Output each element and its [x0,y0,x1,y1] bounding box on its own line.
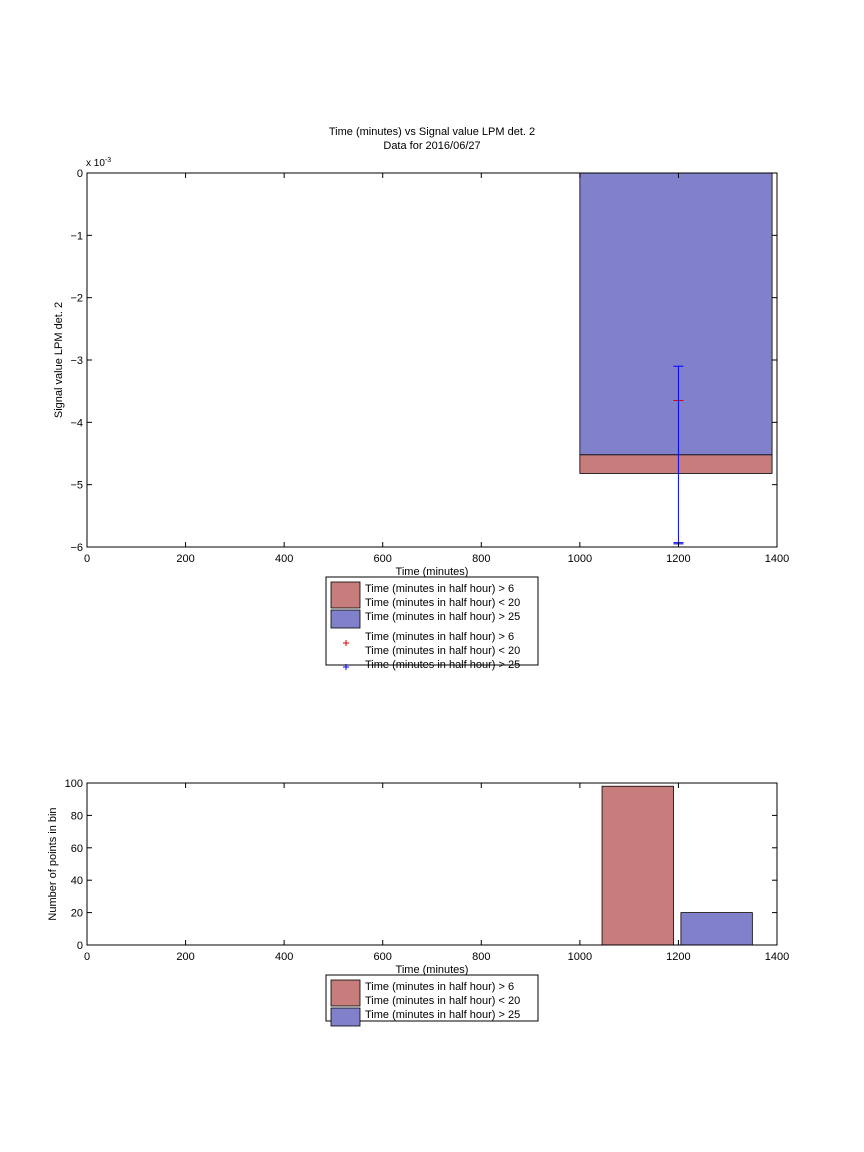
top-legend: Time (minutes in half hour) > 6 Time (min… [325,576,539,671]
bottom-bar [680,912,753,946]
bottom-legend-frame [325,974,539,1022]
bottom-y-tick-label: 0 [77,940,83,952]
top-x-tick-label: 1000 [568,553,592,565]
bottom-x-tick-label: 1000 [568,951,592,963]
top-x-tick-label: 400 [275,553,293,565]
top-y-tick-label: −2 [70,293,83,305]
bottom-legend-label: Time (minutes in half hour) > 6 [365,981,514,993]
bottom-legend: Time (minutes in half hour) > 6 Time (min… [325,974,539,1027]
top-legend-frame [325,576,539,666]
top-legend-label: Time (minutes in half hour) > 25 [365,611,520,623]
y-exponent-power: -3 [105,157,111,164]
top-legend-swatch [330,609,361,629]
top-x-tick-label: 1200 [666,553,690,565]
bottom-x-tick-label: 600 [374,951,392,963]
bottom-y-axis-label: Number of points in bin [47,807,59,920]
bottom-y-tick-label: 20 [71,908,83,920]
bottom-y-tick-label: 40 [71,875,83,887]
top-plot-area: 0 200 400 600 800 1000 1200 1400 −6 −5 −4 −3 −2 −1 0 [70,168,789,565]
top-legend-label: Time (minutes in half hour) > 6 [365,631,514,643]
top-bar [579,172,773,456]
bottom-legend-label: Time (minutes in half hour) > 25 [365,1009,520,1021]
bottom-y-tick-label: 100 [65,778,83,790]
bottom-plot-area: 0 200 400 600 800 1000 1200 1400 0 20 40 60 80 100 [65,778,790,963]
bottom-legend-swatch [330,1007,361,1027]
bottom-bar [601,785,674,946]
bottom-x-axis-label: Time (minutes) [396,964,469,976]
top-legend-label: Time (minutes in half hour) < 20 [365,645,520,657]
top-legend-swatch [330,581,361,609]
top-legend-label: Time (minutes in half hour) > 6 [365,583,514,595]
y-exponent-base: x 10 [86,158,105,169]
top-x-tick-label: 0 [84,553,90,565]
top-y-tick-label: 0 [77,168,83,180]
bottom-x-tick-label: 0 [84,951,90,963]
bottom-x-tick-label: 1400 [765,951,789,963]
top-legend-label: Time (minutes in half hour) < 20 [365,597,520,609]
bottom-x-tick-label: 1200 [666,951,690,963]
bottom-y-tick-label: 60 [71,843,83,855]
top-x-axis-label: Time (minutes) [396,566,469,578]
bottom-x-tick-label: 400 [275,951,293,963]
bottom-x-tick-label: 800 [472,951,490,963]
top-y-tick-label: −1 [70,230,83,242]
top-y-tick-label: −6 [70,542,83,554]
bottom-x-tick-label: 200 [176,951,194,963]
top-y-tick-label: −5 [70,480,83,492]
y-exponent-label: x 10-3 [86,157,111,169]
top-x-tick-label: 800 [472,553,490,565]
top-y-tick-label: −4 [70,417,83,429]
top-y-tick-label: −3 [70,355,83,367]
top-bar [579,454,773,474]
bottom-legend-label: Time (minutes in half hour) < 20 [365,995,520,1007]
top-x-tick-label: 600 [374,553,392,565]
top-legend-label: Time (minutes in half hour) > 25 [365,659,520,671]
chart-subtitle: Data for 2016/06/27 [383,140,480,152]
bottom-axes-frame [86,782,778,946]
top-y-axis-label: Signal value LPM det. 2 [53,302,65,418]
bottom-legend-swatch [330,979,361,1007]
bottom-y-tick-label: 80 [71,810,83,822]
chart-title: Time (minutes) vs Signal value LPM det. … [329,126,535,138]
top-x-tick-label: 1400 [765,553,789,565]
top-x-tick-label: 200 [176,553,194,565]
